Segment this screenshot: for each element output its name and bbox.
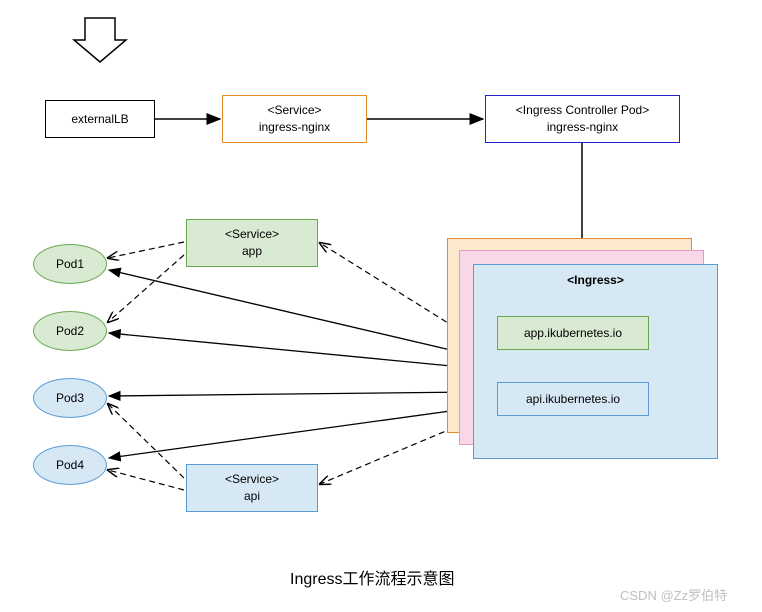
service-app-line1: <Service> bbox=[225, 226, 279, 243]
pod1-ellipse: Pod1 bbox=[33, 244, 107, 284]
pod4-ellipse: Pod4 bbox=[33, 445, 107, 485]
dash-svcapp-pod1 bbox=[108, 242, 184, 258]
rule-app-label: app.ikubernetes.io bbox=[524, 325, 622, 342]
service-app-box: <Service> app bbox=[186, 219, 318, 267]
external-lb-label: externalLB bbox=[71, 111, 128, 128]
service-nginx-line1: <Service> bbox=[267, 102, 321, 119]
solid-ingress-pod1 bbox=[109, 270, 472, 355]
service-api-line1: <Service> bbox=[225, 471, 279, 488]
pod3-label: Pod3 bbox=[56, 390, 84, 407]
ingress-panel-front: <Ingress> bbox=[473, 264, 718, 459]
solid-ingress-pod2 bbox=[109, 333, 472, 368]
service-api-box: <Service> api bbox=[186, 464, 318, 512]
pod3-ellipse: Pod3 bbox=[33, 378, 107, 418]
diagram-caption: Ingress工作流程示意图 bbox=[290, 565, 454, 589]
service-nginx-box: <Service> ingress-nginx bbox=[222, 95, 367, 143]
pod2-ellipse: Pod2 bbox=[33, 311, 107, 351]
solid-ingress-pod4 bbox=[109, 408, 472, 458]
down-arrow-icon bbox=[74, 18, 126, 62]
service-nginx-line2: ingress-nginx bbox=[259, 119, 330, 136]
dash-svcapi-pod4 bbox=[108, 470, 184, 490]
ingress-rule-app: app.ikubernetes.io bbox=[497, 316, 649, 350]
ingress-controller-box: <Ingress Controller Pod> ingress-nginx bbox=[485, 95, 680, 143]
dash-svcapi-pod3 bbox=[108, 404, 184, 478]
ingress-title: <Ingress> bbox=[474, 273, 717, 287]
service-app-line2: app bbox=[242, 243, 262, 260]
pod4-label: Pod4 bbox=[56, 457, 84, 474]
external-lb-box: externalLB bbox=[45, 100, 155, 138]
watermark-text: CSDN @Zz罗伯特 bbox=[620, 585, 727, 604]
dash-svcapp-pod2 bbox=[108, 255, 184, 322]
solid-ingress-pod3 bbox=[109, 392, 472, 396]
pod1-label: Pod1 bbox=[56, 256, 84, 273]
controller-line2: ingress-nginx bbox=[547, 119, 618, 136]
service-api-line2: api bbox=[244, 488, 260, 505]
controller-line1: <Ingress Controller Pod> bbox=[516, 102, 649, 119]
ingress-rule-api: api.ikubernetes.io bbox=[497, 382, 649, 416]
pod2-label: Pod2 bbox=[56, 323, 84, 340]
rule-api-label: api.ikubernetes.io bbox=[526, 391, 620, 408]
